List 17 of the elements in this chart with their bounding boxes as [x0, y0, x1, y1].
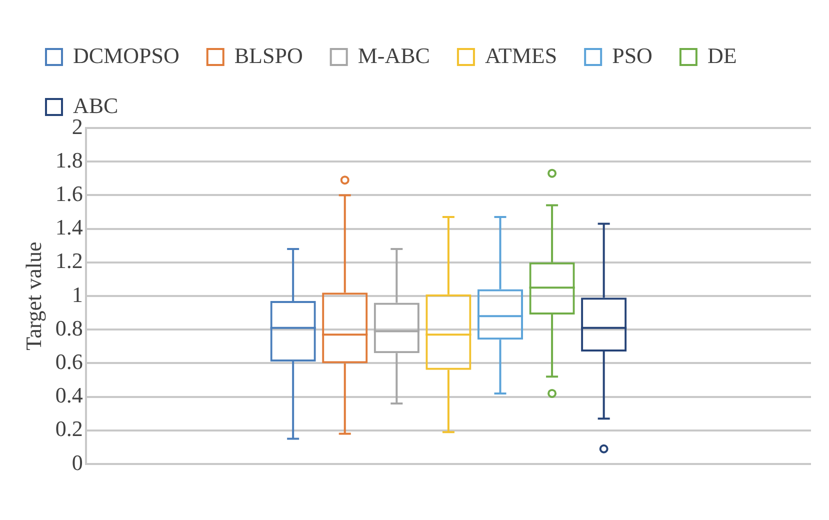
- y-tick-label: 1.8: [55, 147, 83, 172]
- y-tick-label: 1.4: [55, 214, 83, 240]
- y-tick-label: 0.8: [55, 315, 83, 340]
- y-axis-title: Target value: [20, 242, 46, 350]
- legend-label: DCMOPSO: [73, 42, 180, 68]
- y-tick-label: 0.4: [55, 382, 83, 408]
- legend-label: DE: [707, 42, 737, 68]
- legend-label: M-ABC: [358, 42, 430, 68]
- y-tick-label: 0.6: [55, 348, 83, 374]
- legend-label: PSO: [612, 42, 652, 68]
- y-tick-label: 1.2: [55, 248, 83, 274]
- legend-label: ATMES: [484, 42, 558, 68]
- y-tick-label: 1.6: [55, 180, 83, 206]
- y-tick-label: 0.2: [55, 416, 83, 442]
- y-tick-label: 1: [72, 282, 83, 307]
- legend-label: BLSPO: [234, 42, 303, 68]
- y-tick-label: 0: [72, 450, 83, 475]
